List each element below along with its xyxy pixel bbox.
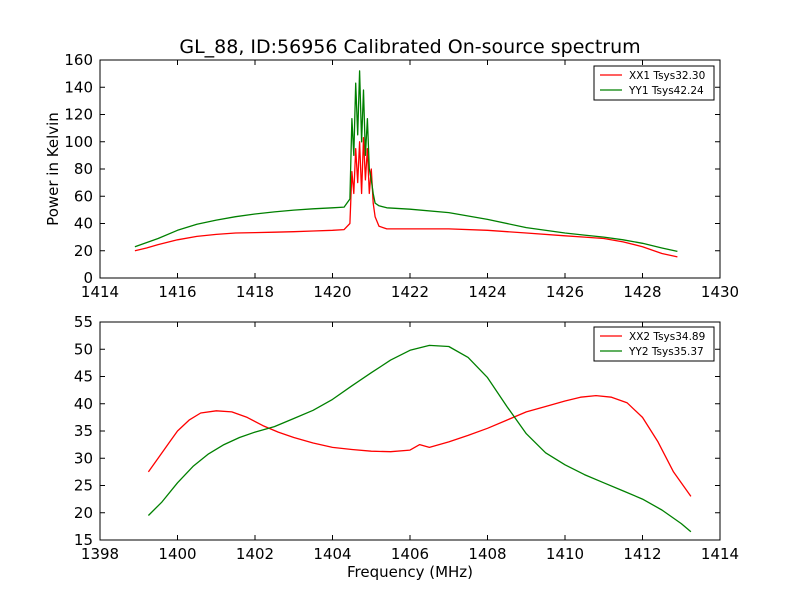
top-series-line-2 [134, 70, 678, 253]
bottom-x-tick-label: 1400 [158, 545, 196, 563]
bottom-series-line-2 [147, 344, 692, 533]
bottom-panel: 1398 1400 1402 1404 1406 1408 1410 1412 1414 15 20… [74, 313, 739, 563]
top-x-tick-label: 1424 [468, 283, 506, 301]
top-panel: 1414 1416 1418 1420 1422 1424 1426 1428 1430 0 20 4… [64, 51, 739, 301]
bottom-y-tick-label: 50 [74, 340, 93, 358]
top-y-tick-label: 80 [74, 160, 93, 178]
top-y-tick-label: 60 [74, 187, 93, 205]
top-x-tick-label: 1414 [81, 283, 119, 301]
top-x-tick-label: 1430 [701, 283, 739, 301]
top-y-tick-label: 20 [74, 242, 93, 260]
top-x-tick-label: 1422 [391, 283, 429, 301]
bottom-x-tick-label: 1402 [236, 545, 274, 563]
bottom-y-tick-label: 20 [74, 504, 93, 522]
bottom-x-tick-label: 1412 [623, 545, 661, 563]
bottom-x-tick-label: 1408 [468, 545, 506, 563]
bottom-legend-box [593, 326, 715, 362]
bottom-y-tick-label: 35 [74, 422, 93, 440]
top-y-tick-label: 40 [74, 215, 93, 233]
top-x-tick-label: 1420 [313, 283, 351, 301]
bottom-y-tick-label: 45 [74, 368, 93, 386]
top-legend-label-2: YY1 Tsys42.24 [628, 85, 704, 97]
top-y-tick-label: 100 [64, 133, 93, 151]
bottom-x-tick-label: 1410 [546, 545, 584, 563]
top-x-tick-label: 1418 [236, 283, 274, 301]
top-x-tick-label: 1416 [158, 283, 196, 301]
x-axis-title: Frequency (MHz) [347, 563, 473, 581]
chart-title: GL_88, ID:56956 Calibrated On-source spe… [179, 36, 640, 58]
bottom-legend-label-2: YY2 Tsys35.37 [628, 346, 704, 358]
top-x-tick-label: 1428 [623, 283, 661, 301]
bottom-y-tick-label: 40 [74, 395, 93, 413]
bottom-legend-label-1: XX2 Tsys34.89 [629, 331, 705, 343]
top-y-tick-label: 0 [83, 269, 93, 287]
bottom-series-line-1 [147, 394, 692, 497]
top-legend-box [593, 65, 715, 101]
top-series-line-1 [134, 137, 678, 258]
bottom-y-tick-label: 30 [74, 449, 93, 467]
bottom-y-tick-label: 15 [74, 531, 93, 549]
top-y-tick-label: 160 [64, 51, 93, 69]
bottom-x-tick-label: 1414 [701, 545, 739, 563]
top-legend-label-1: XX1 Tsys32.30 [629, 70, 705, 82]
top-y-tick-label: 120 [64, 106, 93, 124]
bottom-x-tick-label: 1404 [313, 545, 351, 563]
top-x-tick-label: 1426 [546, 283, 584, 301]
bottom-x-tick-label: 1406 [391, 545, 429, 563]
top-y-tick-label: 140 [64, 78, 93, 96]
bottom-y-tick-label: 25 [74, 477, 93, 495]
bottom-x-tick-label: 1398 [81, 545, 119, 563]
bottom-y-tick-label: 55 [74, 313, 93, 331]
y-axis-title: Power in Kelvin [44, 112, 62, 226]
